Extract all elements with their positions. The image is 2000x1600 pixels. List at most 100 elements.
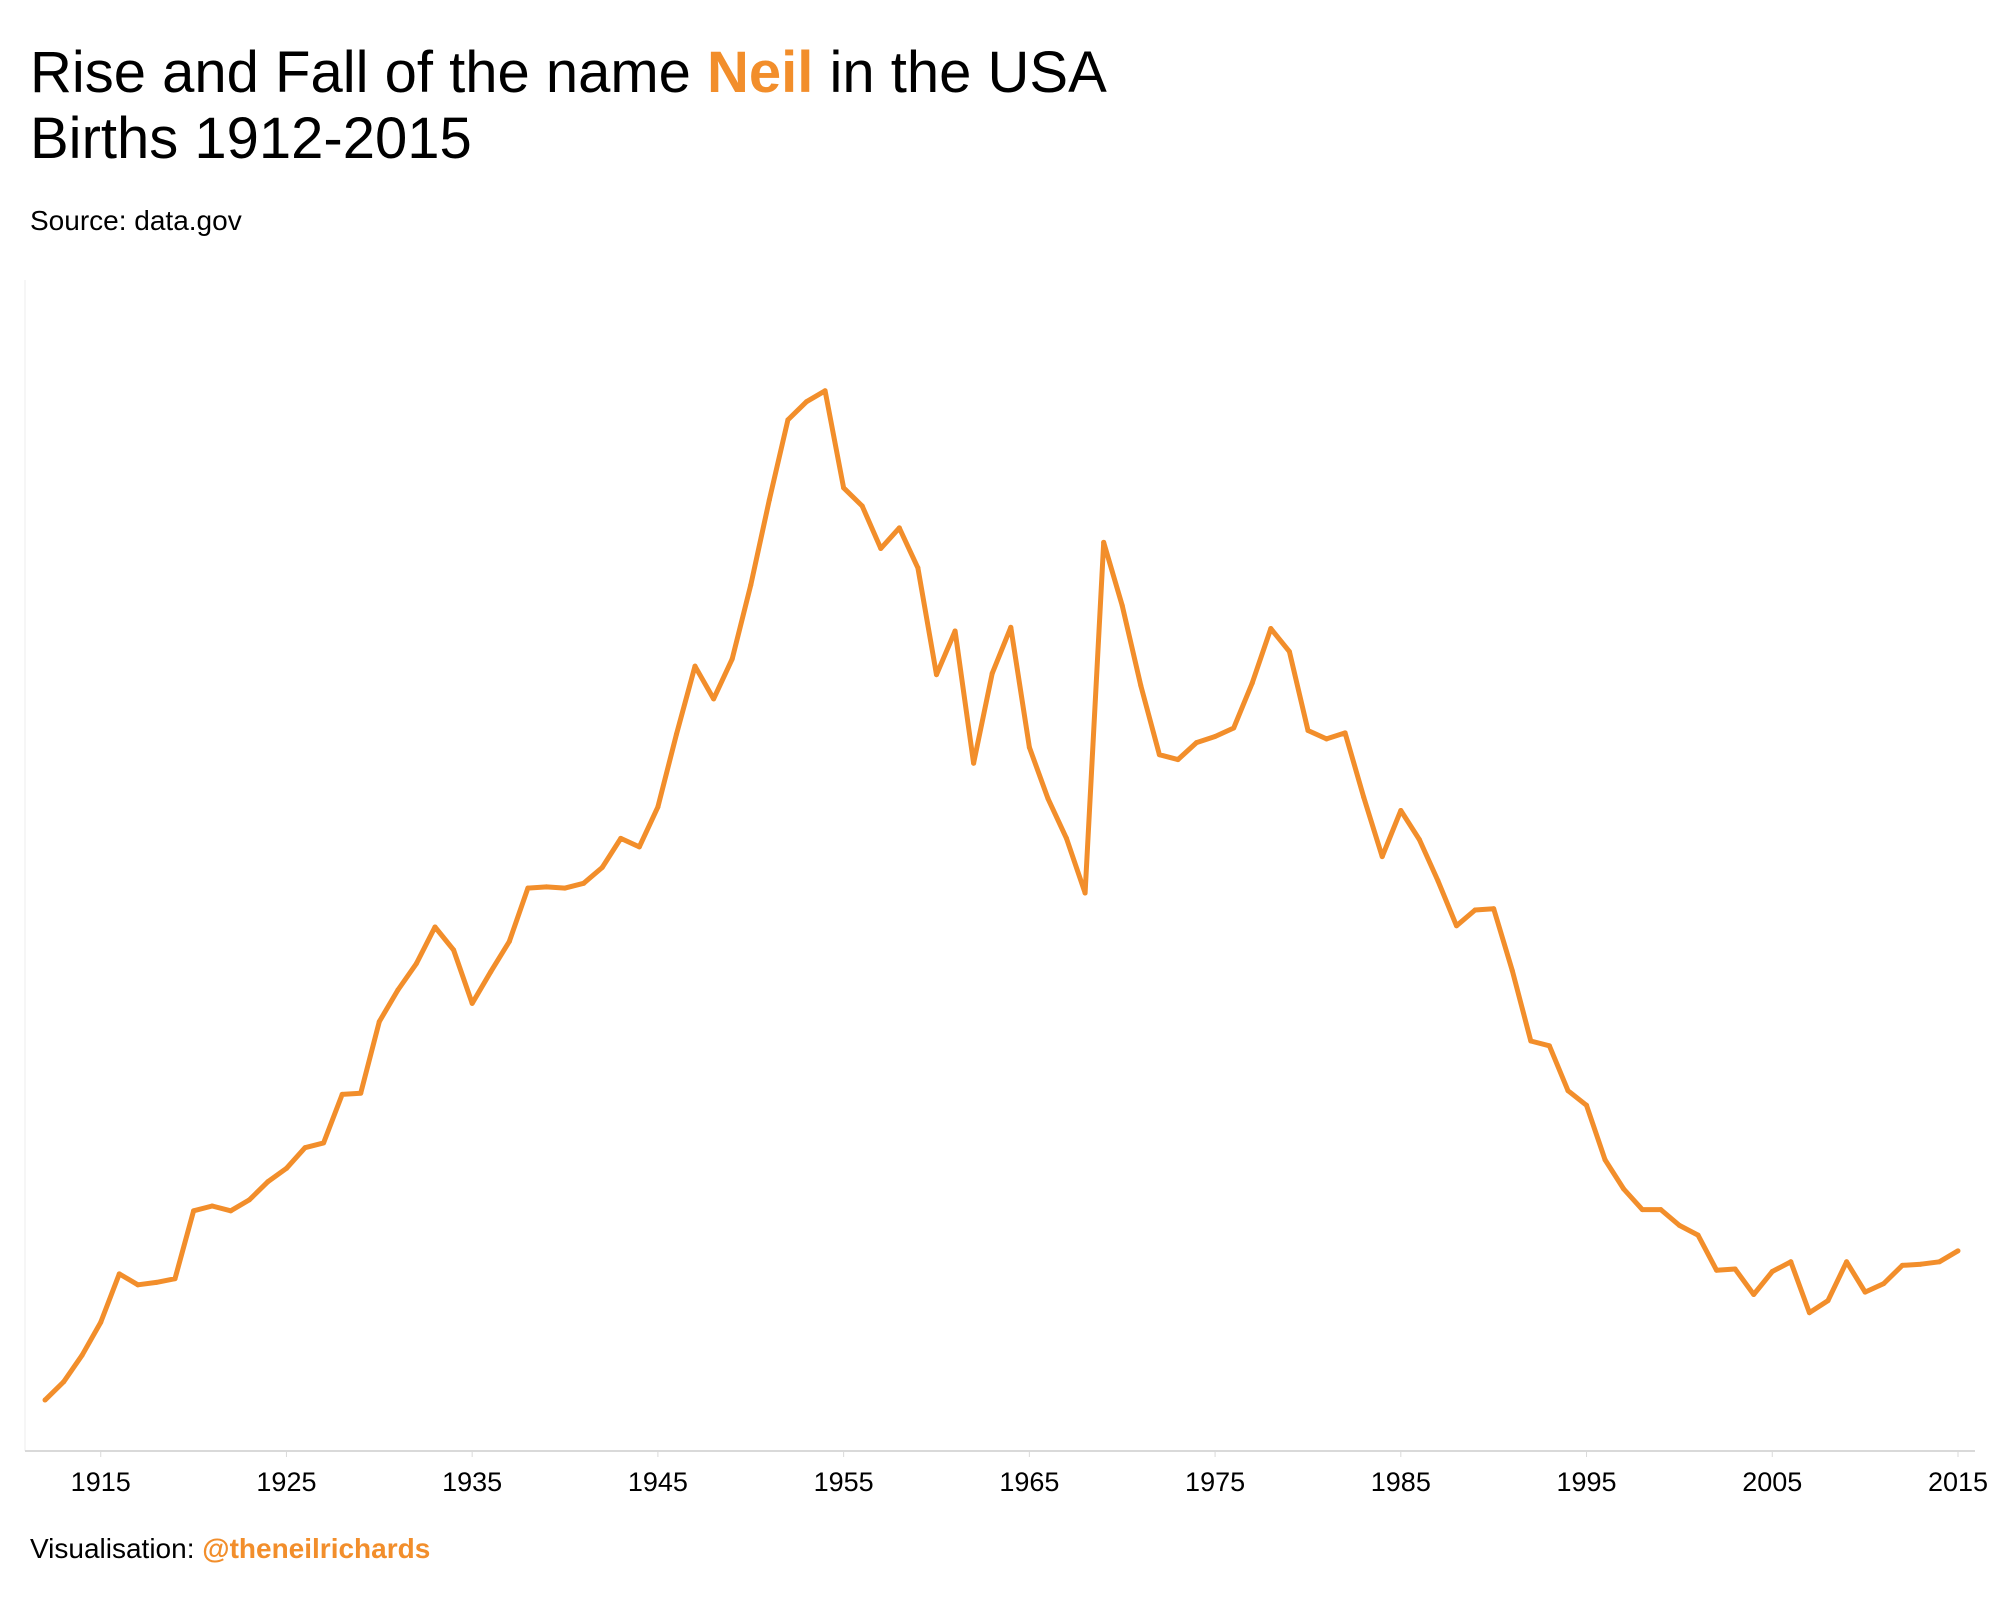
- data-point-1970: [1119, 603, 1125, 609]
- data-point-1952: [785, 417, 791, 423]
- data-point-1979: [1286, 649, 1292, 655]
- data-point-1986: [1416, 837, 1422, 843]
- data-point-1977: [1249, 680, 1255, 686]
- data-point-1991: [1509, 968, 1515, 974]
- data-point-1930: [376, 1019, 382, 1025]
- data-point-1969: [1101, 539, 1107, 545]
- data-point-2000: [1676, 1222, 1682, 1228]
- data-point-2014: [1936, 1259, 1942, 1265]
- x-tick-label: 1915: [71, 1467, 131, 1497]
- data-point-1944: [636, 844, 642, 850]
- data-point-1998: [1639, 1207, 1645, 1213]
- data-point-1959: [915, 565, 921, 571]
- data-point-1965: [1026, 744, 1032, 750]
- chart-title: Rise and Fall of the name Neil in the US…: [30, 40, 1107, 172]
- data-point-1984: [1379, 854, 1385, 860]
- data-point-1992: [1528, 1038, 1534, 1044]
- data-point-1926: [302, 1145, 308, 1151]
- data-point-1960: [933, 672, 939, 678]
- data-point-1975: [1212, 734, 1218, 740]
- data-point-1974: [1194, 740, 1200, 746]
- data-point-1939: [543, 884, 549, 890]
- data-point-1964: [1008, 624, 1014, 630]
- data-point-1934: [451, 947, 457, 953]
- x-tick-label: 2005: [1742, 1467, 1802, 1497]
- data-point-1935: [469, 1000, 475, 1006]
- data-point-1947: [692, 663, 698, 669]
- data-point-1951: [766, 497, 772, 503]
- data-point-1914: [79, 1352, 85, 1358]
- data-point-1967: [1064, 835, 1070, 841]
- data-point-1968: [1082, 890, 1088, 896]
- data-point-1956: [859, 503, 865, 509]
- data-point-2006: [1788, 1259, 1794, 1265]
- data-point-2015: [1955, 1248, 1961, 1254]
- x-tick-label: 1965: [999, 1467, 1059, 1497]
- data-point-1920: [191, 1208, 197, 1214]
- data-point-2011: [1881, 1281, 1887, 1287]
- footer-credit: Visualisation: @theneilrichards: [30, 1533, 430, 1565]
- data-point-1988: [1454, 923, 1460, 929]
- data-point-2013: [1918, 1261, 1924, 1267]
- data-point-1980: [1305, 727, 1311, 733]
- data-point-1985: [1398, 808, 1404, 814]
- data-point-1932: [413, 960, 419, 966]
- data-point-1957: [878, 545, 884, 551]
- data-point-1919: [172, 1276, 178, 1282]
- data-point-1946: [673, 731, 679, 737]
- footer-handle: @theneilrichards: [202, 1533, 431, 1564]
- data-point-1958: [896, 525, 902, 531]
- data-point-1929: [358, 1090, 364, 1096]
- data-point-1973: [1175, 757, 1181, 763]
- data-point-1996: [1602, 1157, 1608, 1163]
- title-suffix: in the USA: [813, 40, 1107, 105]
- data-point-1942: [599, 865, 605, 871]
- title-highlight-name: Neil: [707, 40, 814, 105]
- data-point-1993: [1546, 1043, 1552, 1049]
- data-point-1921: [209, 1203, 215, 1209]
- data-point-1978: [1268, 626, 1274, 632]
- data-point-1962: [971, 760, 977, 766]
- data-point-1982: [1342, 730, 1348, 736]
- data-point-1954: [822, 388, 828, 394]
- data-point-1971: [1138, 683, 1144, 689]
- chart-subtitle: Births 1912-2015: [30, 106, 472, 171]
- data-point-1981: [1324, 736, 1330, 742]
- data-point-1966: [1045, 795, 1051, 801]
- x-tick-label: 1925: [256, 1467, 316, 1497]
- data-point-1983: [1361, 794, 1367, 800]
- data-point-2001: [1695, 1232, 1701, 1238]
- data-point-1999: [1658, 1207, 1664, 1213]
- x-tick-label: 1975: [1185, 1467, 1245, 1497]
- x-tick-label: 1995: [1557, 1467, 1617, 1497]
- data-point-1936: [488, 969, 494, 975]
- data-point-1928: [339, 1091, 345, 1097]
- data-point-1933: [432, 924, 438, 930]
- data-point-1941: [581, 880, 587, 886]
- data-point-1950: [748, 582, 754, 588]
- data-point-2007: [1806, 1310, 1812, 1316]
- data-point-1913: [61, 1379, 67, 1385]
- data-point-1915: [98, 1319, 104, 1325]
- x-tick-label: 1955: [814, 1467, 874, 1497]
- x-tick-label: 2015: [1928, 1467, 1988, 1497]
- series-line-neil: [43, 388, 1960, 1402]
- data-point-2008: [1825, 1298, 1831, 1304]
- data-point-1995: [1584, 1102, 1590, 1108]
- data-point-1945: [655, 804, 661, 810]
- data-point-2004: [1751, 1292, 1757, 1298]
- data-point-1931: [395, 987, 401, 993]
- data-point-1963: [989, 670, 995, 676]
- data-point-2009: [1844, 1259, 1850, 1265]
- x-tick-label: 1935: [442, 1467, 502, 1497]
- data-point-1955: [841, 485, 847, 491]
- data-point-2010: [1862, 1289, 1868, 1295]
- data-point-1925: [283, 1165, 289, 1171]
- data-point-1994: [1565, 1088, 1571, 1094]
- data-point-1916: [116, 1271, 122, 1277]
- x-tick-label: 1945: [628, 1467, 688, 1497]
- data-point-1917: [135, 1282, 141, 1288]
- data-point-1937: [506, 939, 512, 945]
- data-point-1948: [711, 696, 717, 702]
